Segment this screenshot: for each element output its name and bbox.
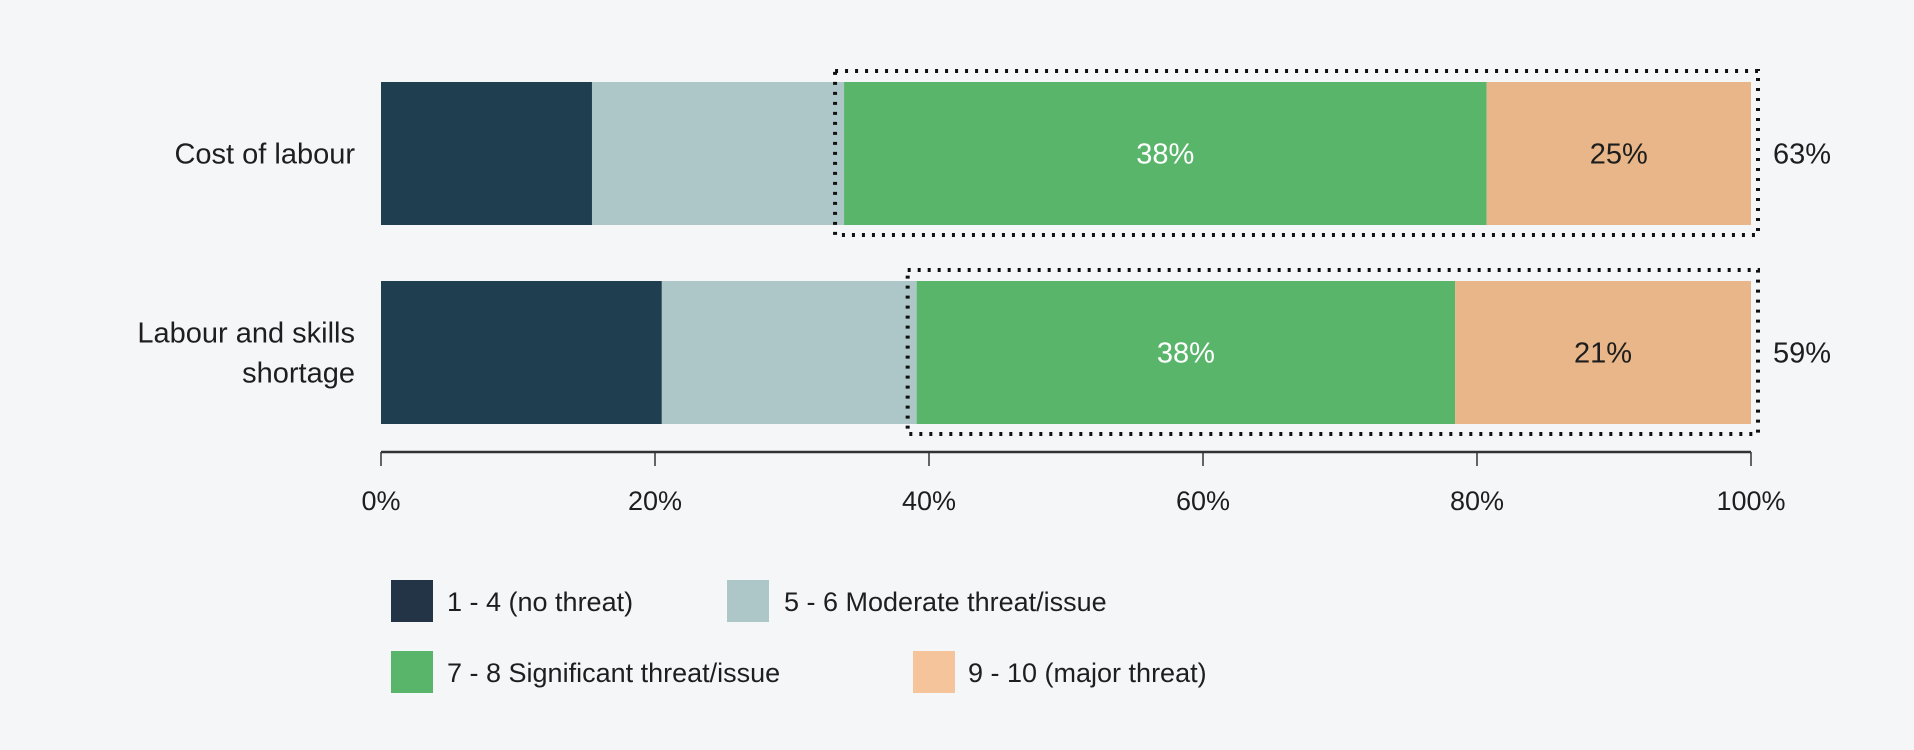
highlight-box — [833, 69, 1760, 237]
legend-label: 9 - 10 (major threat) — [968, 658, 1207, 688]
bar-segment — [381, 281, 662, 424]
legend-swatch — [913, 651, 955, 693]
legend-label: 7 - 8 Significant threat/issue — [447, 658, 780, 688]
data-label: 25% — [1590, 139, 1648, 171]
legend-swatch — [727, 580, 769, 622]
bar-segment — [844, 82, 1487, 225]
total-label: 59% — [1773, 338, 1831, 370]
x-tick-label: 100% — [1716, 486, 1785, 516]
bar-segment — [381, 82, 592, 225]
total-label: 63% — [1773, 139, 1831, 171]
category-label: Cost of labour — [174, 139, 355, 171]
x-tick-label: 40% — [902, 486, 956, 516]
x-tick-label: 0% — [361, 486, 400, 516]
legend-label: 5 - 6 Moderate threat/issue — [784, 587, 1107, 617]
bar-segment — [661, 281, 917, 424]
data-label: 21% — [1574, 338, 1632, 370]
bar-segment — [1455, 281, 1751, 424]
legend-label: 1 - 4 (no threat) — [447, 587, 633, 617]
bar-segment — [591, 82, 845, 225]
x-tick-label: 20% — [628, 486, 682, 516]
data-label: 38% — [1157, 338, 1215, 370]
highlight-box — [905, 268, 1760, 436]
category-label: shortage — [242, 358, 355, 390]
category-label: Labour and skills — [137, 318, 355, 350]
bar-segment — [1486, 82, 1751, 225]
data-label: 38% — [1136, 139, 1194, 171]
legend-swatch — [391, 651, 433, 693]
x-tick-label: 80% — [1450, 486, 1504, 516]
legend-swatch — [391, 580, 433, 622]
x-tick-label: 60% — [1176, 486, 1230, 516]
bar-segment — [916, 281, 1456, 424]
